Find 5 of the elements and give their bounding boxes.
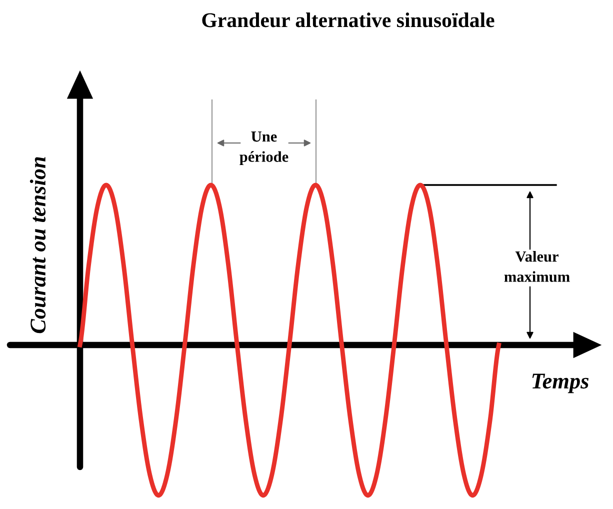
x-axis-title: Temps: [532, 374, 589, 394]
text: Valeur maximum: [504, 250, 570, 282]
text: Une période: [240, 132, 288, 166]
y-axis-title: Courant ou tension: [30, 157, 46, 334]
chart-title: Grandeur alternative sinusoïdale: [202, 12, 494, 28]
